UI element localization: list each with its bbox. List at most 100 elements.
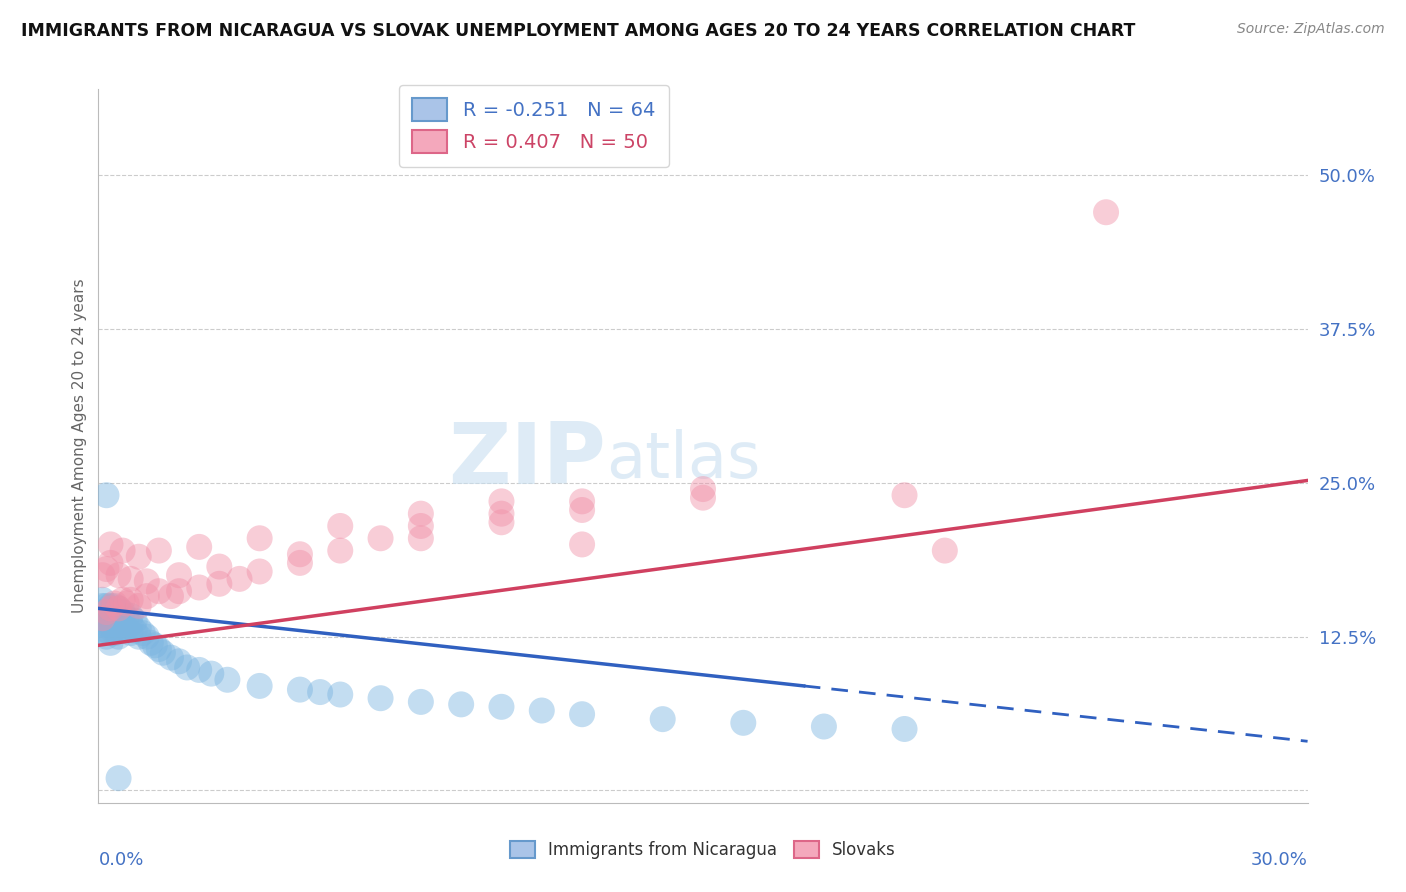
Point [813,719,835,733]
Point [96,599,118,613]
Point [249,531,271,545]
Legend: Immigrants from Nicaragua, Slovaks: Immigrants from Nicaragua, Slovaks [503,834,903,866]
Point [651,712,673,726]
Point [91,624,114,638]
Point [188,581,211,595]
Text: 0.0%: 0.0% [98,851,143,870]
Point [208,559,231,574]
Point [128,621,150,635]
Point [128,549,150,564]
Point [111,614,134,628]
Point [91,617,114,632]
Point [571,537,593,551]
Point [91,605,114,619]
Text: 30.0%: 30.0% [1251,851,1308,870]
Point [107,630,129,644]
Point [288,547,311,561]
Point [160,589,183,603]
Point [249,679,271,693]
Point [167,584,190,599]
Point [228,572,250,586]
Point [100,601,122,615]
Point [96,630,118,644]
Point [120,617,142,632]
Point [111,592,134,607]
Point [188,663,211,677]
Point [100,537,122,551]
Point [135,589,157,603]
Point [370,691,392,706]
Point [103,617,125,632]
Point [124,624,146,638]
Point [288,682,311,697]
Point [91,611,114,625]
Point [124,614,146,628]
Point [530,704,553,718]
Point [100,636,122,650]
Point [100,617,122,632]
Text: IMMIGRANTS FROM NICARAGUA VS SLOVAK UNEMPLOYMENT AMONG AGES 20 TO 24 YEARS CORRE: IMMIGRANTS FROM NICARAGUA VS SLOVAK UNEM… [21,22,1136,40]
Point [100,599,122,613]
Point [107,601,129,615]
Point [100,556,122,570]
Point [733,715,755,730]
Point [96,488,118,502]
Point [139,636,162,650]
Point [120,608,142,623]
Point [893,722,915,736]
Point [120,626,142,640]
Point [107,568,129,582]
Point [409,695,432,709]
Point [96,611,118,625]
Point [491,516,513,530]
Point [111,624,134,638]
Point [152,646,174,660]
Point [217,673,239,687]
Point [934,543,956,558]
Point [103,599,125,613]
Point [200,666,222,681]
Point [135,574,157,589]
Point [128,599,150,613]
Point [148,642,170,657]
Point [143,638,166,652]
Point [692,491,714,505]
Point [160,650,183,665]
Point [491,494,513,508]
Point [91,611,114,625]
Text: ZIP: ZIP [449,418,606,502]
Point [409,531,432,545]
Point [107,771,129,785]
Point [370,531,392,545]
Text: Source: ZipAtlas.com: Source: ZipAtlas.com [1237,22,1385,37]
Point [167,654,190,668]
Point [571,503,593,517]
Point [571,707,593,722]
Point [107,621,129,635]
Point [111,543,134,558]
Point [148,543,170,558]
Point [450,698,472,712]
Point [107,601,129,615]
Point [329,543,352,558]
Point [208,576,231,591]
Point [893,488,915,502]
Point [103,608,125,623]
Point [96,562,118,576]
Point [491,507,513,521]
Point [135,630,157,644]
Text: atlas: atlas [606,429,761,491]
Point [1095,205,1118,219]
Point [103,626,125,640]
Point [692,482,714,496]
Point [103,597,125,611]
Point [288,556,311,570]
Point [409,507,432,521]
Point [176,660,198,674]
Point [96,605,118,619]
Point [309,685,332,699]
Point [249,565,271,579]
Point [91,599,114,613]
Point [91,568,114,582]
Point [100,626,122,640]
